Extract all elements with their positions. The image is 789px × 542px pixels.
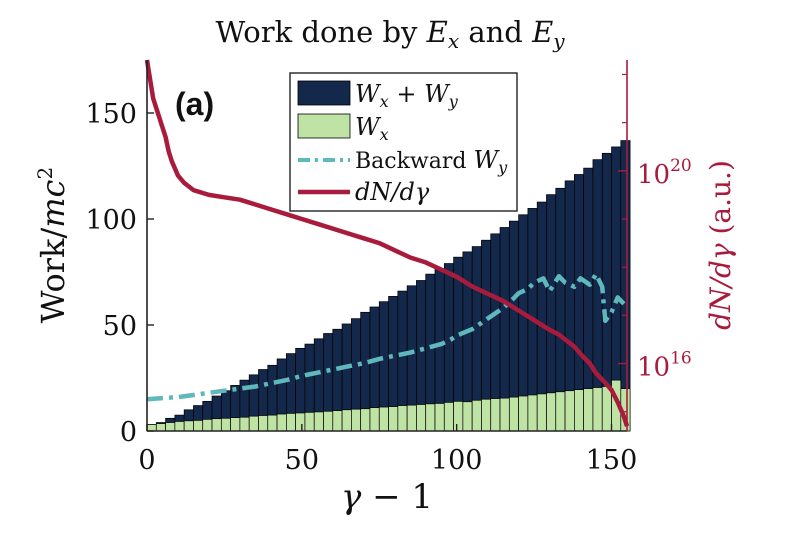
bar-wx-49 <box>601 386 612 432</box>
y2-tick-label-1: 1020 <box>637 156 692 190</box>
bar-wx-2 <box>165 422 176 432</box>
legend-box <box>289 72 518 212</box>
y2-axis-label: dN/dγ (a.u.) <box>704 160 737 330</box>
x-tick-label-2: 100 <box>431 445 483 476</box>
bar-wx-32 <box>443 402 454 432</box>
bar-wx-12 <box>258 415 269 432</box>
bar-wx-26 <box>388 406 399 432</box>
bar-wx-11 <box>248 415 259 432</box>
bar-wx-13 <box>267 414 278 432</box>
bar-wx-18 <box>313 411 324 432</box>
bar-wx-21 <box>341 409 352 432</box>
x-tick-label-0: 0 <box>138 445 155 476</box>
y2-axis-label-rest: (a.u.) <box>704 160 737 243</box>
legend-label-wx: Wx <box>355 113 389 144</box>
bar-wx-34 <box>462 401 473 432</box>
x-tick-label-3: 150 <box>586 445 638 476</box>
y-tick-label-0: 0 <box>120 417 137 448</box>
y-axis-label-sym: mc <box>34 179 72 227</box>
title-mid: and <box>468 15 523 49</box>
bar-wx-42 <box>536 393 547 432</box>
bar-wx-23 <box>360 408 371 432</box>
y-axis-label: Work/mc2 <box>33 167 72 323</box>
bar-wx-20 <box>332 410 343 432</box>
bar-wx-4 <box>183 420 194 432</box>
y-axis-label-text: Work/ <box>34 228 72 324</box>
panel-label: (a) <box>175 86 214 122</box>
bar-wx-45 <box>564 390 575 432</box>
bar-wx-48 <box>592 387 603 432</box>
bar-wx-16 <box>295 412 306 432</box>
bar-wx-39 <box>508 396 519 432</box>
bar-wx-25 <box>378 406 389 432</box>
bar-wx-8 <box>220 417 231 432</box>
bar-wx-15 <box>286 413 296 432</box>
bar-wx-28 <box>406 404 417 432</box>
y-tick-label-2: 100 <box>85 205 137 236</box>
wx-bars <box>146 379 631 432</box>
chart-title: Work done by Ex and Ey <box>215 15 565 55</box>
bar-wxy-51 <box>620 140 631 432</box>
line-backward-wy <box>146 271 626 402</box>
bar-wx-9 <box>230 417 241 432</box>
bar-wx-36 <box>481 398 492 432</box>
bar-wx-6 <box>202 418 213 432</box>
bar-wx-19 <box>323 410 334 432</box>
bar-wx-31 <box>434 403 445 432</box>
y-axis-label-sup: 2 <box>33 167 57 180</box>
title-prefix: Work done by <box>215 15 418 49</box>
y2-axis-ticks: 1016 1020 <box>618 73 692 413</box>
legend-swatch-wxy <box>297 80 351 106</box>
bar-wx-44 <box>555 391 566 432</box>
bar-wx-37 <box>490 398 501 432</box>
y-tick-label-1: 50 <box>103 311 137 342</box>
title-sub2: y <box>552 29 565 53</box>
bar-wx-30 <box>425 403 436 432</box>
legend-label-backward-wy: Backward Wy <box>355 146 508 177</box>
x-axis-label-rest: − 1 <box>361 477 433 517</box>
bar-wx-17 <box>304 411 315 432</box>
bar-wx-27 <box>397 405 408 432</box>
bar-wx-38 <box>499 397 510 432</box>
y2-axis-label-sym: dN/dγ <box>704 243 737 330</box>
bar-wx-29 <box>416 404 427 432</box>
bar-wx-40 <box>518 395 529 432</box>
x-tick-label-1: 50 <box>285 445 319 476</box>
bar-wx-47 <box>583 388 594 432</box>
bar-wx-10 <box>239 416 250 432</box>
legend: Wx + Wy Wx Backward Wy dN/dγ <box>289 72 518 212</box>
legend-swatch-wx <box>297 113 351 139</box>
legend-label-wxy: Wx + Wy <box>355 80 459 111</box>
bar-wx-43 <box>546 392 557 432</box>
title-sym1: E <box>426 15 448 49</box>
x-axis-ticks: 0 50 100 150 <box>138 424 637 476</box>
bar-wx-22 <box>351 408 362 432</box>
bar-wx-35 <box>471 399 482 432</box>
line-dn-dgamma <box>144 59 630 427</box>
series-lines <box>144 59 630 427</box>
x-axis-label: γ − 1 <box>341 477 433 517</box>
bar-wx-5 <box>193 420 204 432</box>
title-sub1: x <box>448 29 459 53</box>
bar-wx-14 <box>276 413 287 432</box>
bar-wx-41 <box>527 394 538 432</box>
bar-wx-46 <box>574 389 584 432</box>
bar-wx-1 <box>155 423 166 432</box>
title-sym2: E <box>531 15 553 49</box>
bar-wx-24 <box>369 407 380 432</box>
x-axis-label-sym: γ <box>341 477 362 517</box>
y2-tick-label-0: 1016 <box>637 349 692 383</box>
legend-label-dn: dN/dγ <box>355 178 430 206</box>
bar-wx-3 <box>174 421 185 432</box>
bar-wx-33 <box>453 400 464 432</box>
bar-wx-0 <box>146 424 157 432</box>
y-tick-label-3: 150 <box>85 99 137 130</box>
y-axis-ticks: 0 50 100 150 <box>85 99 154 448</box>
bar-wx-7 <box>211 418 222 432</box>
wxy-bars <box>146 140 631 432</box>
